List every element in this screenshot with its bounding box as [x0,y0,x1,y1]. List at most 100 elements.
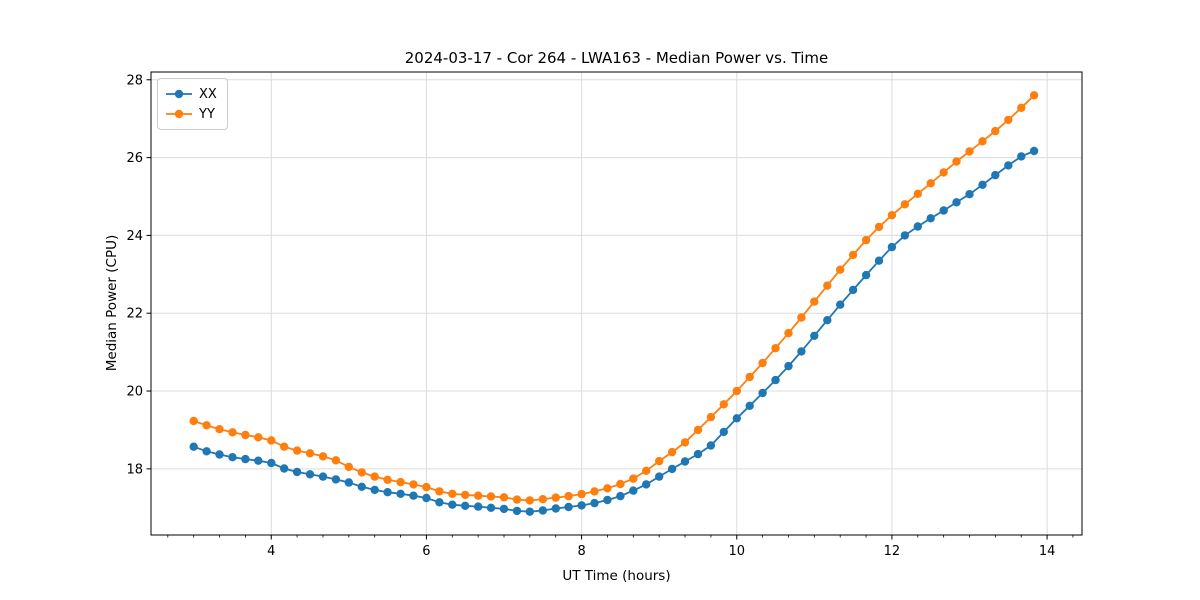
series-xx-point [991,170,1000,180]
series-xx-point [189,442,198,451]
series-xx-point [525,507,534,516]
series-xx-point [564,502,573,512]
series-xx-point [292,467,302,477]
series-xx-point [900,231,910,240]
series-xx-point [370,485,379,495]
series-yy-point [861,235,871,245]
series-yy-point [241,430,250,440]
series-yy-point [797,313,806,322]
series-yy-point [784,328,793,338]
series-yy-point [461,490,470,500]
legend-item-xx: XX [166,84,217,104]
series-yy-point [771,344,780,353]
series-xx-point [874,256,884,265]
series-xx-point [318,472,328,481]
axes-border [150,71,1083,536]
series-xx-point [848,285,858,295]
series-yy-point [280,442,289,451]
series-xx-point [486,503,496,512]
y-tick-label: 24 [126,229,143,244]
series-xx-point [1017,152,1026,161]
series-xx-point [331,475,341,484]
series-yy-point [474,491,483,500]
x-tick-label: 14 [1039,544,1056,559]
series-yy-point [448,489,457,498]
series-xx-point [344,478,353,487]
series-xx-point [215,450,224,459]
series-xx-point [836,300,845,309]
series-xx-point [305,470,315,479]
series-xx-point [499,504,509,514]
series-yy-point [305,449,315,458]
legend-yy-dot [174,109,184,119]
series-yy-point [512,495,522,504]
series-yy-point [719,400,728,409]
x-tick-label: 6 [422,544,430,559]
series-yy-point [344,462,353,472]
x-tick-label: 4 [267,544,275,559]
series-xx-markers [189,146,1039,516]
series-yy-point [331,456,341,465]
series-yy-point [564,491,573,501]
series-yy-point [422,482,431,492]
series-xx-point [228,453,237,462]
y-tick-label: 20 [126,385,143,400]
series-yy-point [667,447,677,457]
series-xx-point [926,214,935,223]
series-yy-point [823,281,832,290]
series-yy-point [616,479,625,489]
series-xx-point [978,180,987,189]
series-yy-point [900,200,910,209]
series-xx-point [965,190,974,199]
series-xx-point [771,375,780,385]
series-yy-point [228,428,237,437]
series-yy-point [965,147,974,156]
series-yy-point [215,425,224,434]
x-tick-label: 12 [884,544,901,559]
series-yy-point [952,157,961,166]
series-yy-point [1029,91,1039,100]
series-xx-point [745,401,754,410]
series-yy-point [642,466,651,475]
series-xx-point [409,491,418,500]
y-tick-label: 22 [126,307,143,322]
series-xx-point [396,489,405,498]
series-yy-point [991,126,1000,136]
series-yy-point [267,436,276,445]
series-yy-point [680,438,690,447]
series-xx-point [435,498,444,507]
series-xx-point [706,441,716,450]
series-yy-point [383,475,392,484]
series-yy-point [655,456,664,466]
series-xx-point [887,242,897,252]
series-xx-point [202,447,211,456]
series-yy-point [435,487,444,496]
series-yy-point [874,222,884,232]
legend-yy-marker-icon [166,109,192,119]
series-yy-point [745,372,754,382]
series-yy-point [706,412,716,422]
series-yy-point [848,250,858,260]
series-xx-point [861,270,871,280]
series-yy-point [939,168,948,177]
series-xx-point [448,500,457,509]
series-yy-point [758,358,767,368]
series-yy-point [577,489,586,499]
series-xx-point [280,464,289,473]
series-xx-point [1029,146,1039,156]
series-yy-point [254,433,263,442]
legend-item-yy: YY [166,104,217,124]
series-xx-point [461,501,470,510]
series-xx-point [784,361,793,371]
series-xx-point [693,449,703,459]
series-xx-point [357,482,366,491]
series-xx-point [952,198,961,207]
series-yy-line [193,94,1035,502]
legend-xx-dot [174,89,184,99]
series-xx-point [732,414,741,423]
series-xx-point [241,454,250,464]
series-yy-point [810,297,819,306]
series-yy-point [409,480,418,489]
